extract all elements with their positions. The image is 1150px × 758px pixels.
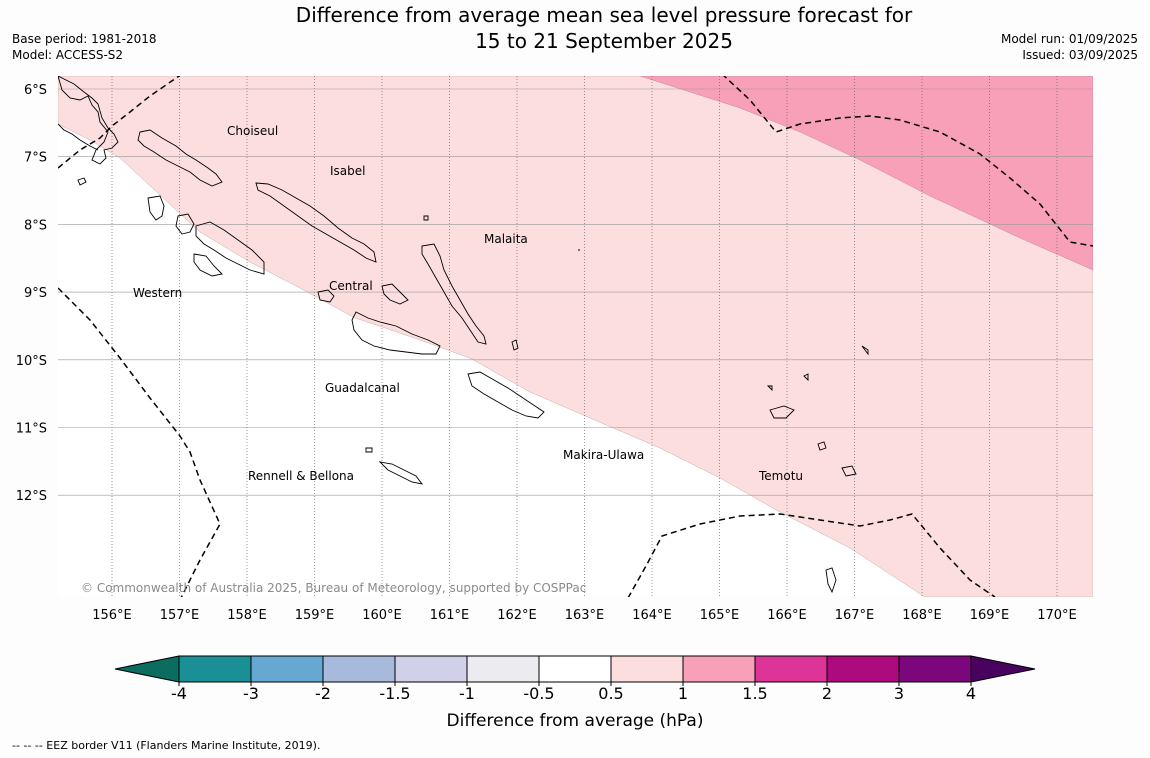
colorbar-tick-label: 2 [822, 684, 832, 703]
lat-tick-label: 11°S [16, 422, 47, 437]
colorbar-tick-label: -3 [243, 684, 259, 703]
label-central: Central [329, 279, 373, 293]
colorbar-segment [610, 655, 684, 683]
colorbar-segment [394, 655, 468, 683]
lon-tick-label: 160°E [362, 608, 402, 623]
pressure-anomaly-band-0p5-1 [58, 76, 1093, 597]
map-axes: 156°E 157°E 158°E 159°E 160°E 161°E 162°E 163°E… [16, 83, 1077, 623]
small-islets [423, 215, 869, 392]
label-malaita: Malaita [484, 232, 528, 246]
colorbar-tick-label: -1 [459, 684, 475, 703]
issued-date: Issued: 03/09/2025 [1022, 48, 1138, 62]
lon-tick-label: 162°E [497, 608, 537, 623]
malaita-coast [421, 243, 487, 345]
colorbar-label: Difference from average (hPa) [447, 711, 704, 731]
colorbar-segment [250, 655, 324, 683]
choiseul-coast [137, 129, 223, 187]
colorbar-tick-label: 4 [966, 684, 976, 703]
colorbar-ticks: -4 -3 -2 -1.5 -1 -0.5 0.5 1 1.5 2 3 4 [171, 682, 976, 703]
lon-tick-label: 169°E [970, 608, 1010, 623]
islet-a [77, 177, 87, 186]
lat-tick-label: 7°S [24, 151, 47, 166]
eez-border-west [58, 287, 221, 597]
eez-border-east-north [723, 76, 1093, 247]
colorbar-extend-low [114, 655, 180, 683]
pressure-anomaly-band-1-1p5 [639, 76, 1093, 271]
map-graticule [58, 76, 1093, 597]
bougainville-south [58, 123, 99, 151]
lat-tick-label: 6°S [24, 83, 47, 98]
colorbar-tick-label: 1 [678, 684, 688, 703]
central-islands-coast [317, 283, 409, 305]
colorbar-tick-label: -0.5 [523, 684, 554, 703]
lon-tick-label: 167°E [835, 608, 875, 623]
guadalcanal-coast [351, 311, 441, 355]
lon-tick-label: 156°E [92, 608, 132, 623]
colorbar-tick-label: 0.5 [598, 684, 623, 703]
lon-tick-label: 159°E [295, 608, 335, 623]
lon-tick-label: 158°E [227, 608, 267, 623]
model-run: Model run: 01/09/2025 [1000, 32, 1138, 46]
lat-tick-label: 12°S [16, 489, 47, 504]
lat-tick-label: 10°S [16, 354, 47, 369]
model-name: Model: ACCESS-S2 [12, 48, 124, 62]
colorbar-segment [178, 655, 252, 683]
eez-borders [58, 76, 1093, 597]
lat-tick-label: 9°S [24, 286, 47, 301]
title-line-2: 15 to 21 September 2025 [475, 29, 733, 53]
colorbar-tick-label: -2 [315, 684, 331, 703]
lon-tick-label: 164°E [632, 608, 672, 623]
label-makira-ulawa: Makira-Ulawa [563, 448, 644, 462]
colorbar-segments [178, 655, 972, 683]
lon-tick-label: 166°E [767, 608, 807, 623]
colorbar-tick-label: -4 [171, 684, 187, 703]
isabel-coast [255, 182, 377, 263]
label-rennell-bellona: Rennell & Bellona [248, 469, 354, 483]
colorbar-segment [322, 655, 396, 683]
coastlines [58, 76, 869, 594]
colorbar-tick-label: 3 [894, 684, 904, 703]
eez-border-south [627, 513, 996, 597]
lon-tick-label: 165°E [700, 608, 740, 623]
colorbar-segment [826, 655, 900, 683]
new-georgia-coast [147, 195, 265, 277]
colorbar: -4 -3 -2 -1.5 -1 -0.5 0.5 1 1.5 2 3 4 Difference fr… [114, 655, 1036, 731]
colorbar-tick-label: -1.5 [379, 684, 410, 703]
colorbar-segment [466, 655, 540, 683]
copyright-text: © Commonwealth of Australia 2025, Bureau… [81, 581, 586, 595]
title-line-1: Difference from average mean sea level p… [295, 3, 913, 27]
lon-tick-label: 168°E [902, 608, 942, 623]
map-title: Difference from average mean sea level p… [200, 2, 1008, 54]
label-western: Western [133, 286, 182, 300]
bougainville-coast [58, 76, 119, 165]
colorbar-extend-high [970, 655, 1036, 683]
eez-footnote: -- -- -- EEZ border V11 (Flanders Marine… [12, 739, 321, 752]
meta-right: Model run: 01/09/2025 Issued: 03/09/2025 [1001, 31, 1138, 63]
lat-tick-label: 8°S [24, 218, 47, 233]
colorbar-segment [682, 655, 756, 683]
lon-tick-label: 161°E [430, 608, 470, 623]
label-temotu: Temotu [758, 469, 803, 483]
label-guadalcanal: Guadalcanal [325, 381, 400, 395]
santa-cruz-coast [769, 405, 857, 594]
base-period: Base period: 1981-2018 [12, 32, 157, 46]
colorbar-segment [754, 655, 828, 683]
colorbar-segment [898, 655, 972, 683]
meta-left: Base period: 1981-2018 Model: ACCESS-S2 [12, 31, 157, 63]
rennell-coast [365, 447, 424, 485]
label-choiseul: Choiseul [227, 124, 278, 138]
colorbar-segment [538, 655, 612, 683]
lon-tick-label: 157°E [160, 608, 200, 623]
colorbar-tick-label: 1.5 [742, 684, 767, 703]
label-isabel: Isabel [330, 164, 365, 178]
lon-tick-label: 163°E [565, 608, 605, 623]
lon-tick-label: 170°E [1037, 608, 1077, 623]
makira-coast [467, 371, 545, 419]
